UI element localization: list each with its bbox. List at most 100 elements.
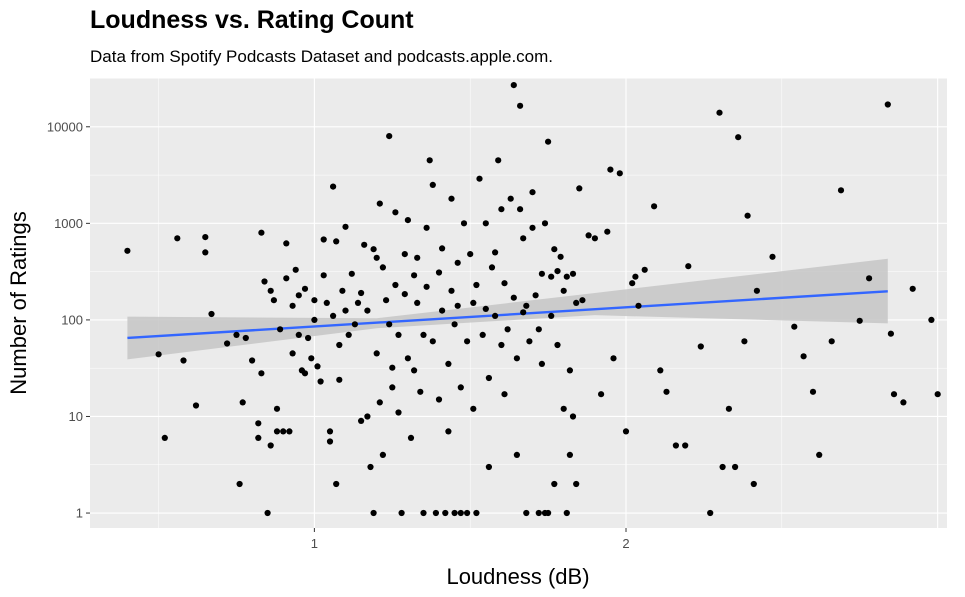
data-point [420,331,427,338]
data-point [395,331,402,338]
data-point [928,316,935,323]
chart-title: Loudness vs. Rating Count [90,6,414,34]
data-point [435,396,443,403]
data-point [364,307,371,314]
data-point [435,269,443,276]
data-point [351,321,358,328]
data-point [591,235,599,242]
data-point [753,287,761,294]
data-point [651,203,658,210]
data-point [800,353,807,360]
data-point [451,321,458,328]
data-point [301,285,309,292]
data-point [411,367,418,374]
x-axis-title: Loudness (dB) [446,564,589,589]
data-point [732,463,739,471]
data-point [392,209,399,216]
data-point [426,157,433,164]
data-point [236,480,243,488]
data-point [342,223,349,230]
data-point [273,405,281,412]
chart-subtitle: Data from Spotify Podcasts Dataset and p… [90,47,554,66]
x-tick-label: 2 [622,536,629,551]
data-point [837,187,845,194]
data-point [358,417,365,424]
data-point [417,388,424,395]
data-point [479,331,486,338]
data-point [517,102,524,109]
y-axis-ticks: 1 10 100 1000 10000 [47,119,90,521]
data-point [180,357,187,364]
data-point [635,302,642,309]
data-point [317,378,324,385]
data-point [439,307,446,314]
data-point [890,391,898,398]
data-point [448,195,455,202]
data-point [816,451,823,458]
data-point [520,235,527,242]
data-point [482,305,489,312]
data-point [492,249,499,256]
data-point [404,217,411,224]
data-point [414,299,421,306]
data-point [323,299,330,306]
data-point [682,442,689,449]
data-point [429,181,436,188]
data-point [498,341,505,349]
data-point [663,388,670,395]
data-point [545,138,552,145]
data-point [295,292,302,299]
data-point [538,360,546,367]
trend-line-layer [127,290,888,340]
data-point [429,338,436,345]
data-point [526,338,533,345]
data-point [573,299,580,306]
data-point [454,302,461,309]
data-point [305,334,312,342]
data-point [744,212,751,219]
data-point [383,297,390,304]
data-point [473,281,480,289]
data-point [283,275,290,282]
data-point [174,235,181,242]
data-point [495,157,502,164]
data-point [576,185,583,192]
data-point [510,82,517,89]
data-point [610,355,617,362]
data-point [504,326,511,333]
confidence-band-layer [127,258,888,360]
data-point [735,134,742,141]
data-point [476,175,483,182]
data-point [866,275,873,282]
data-point [900,399,907,406]
data-point [277,326,284,333]
data-point [326,428,334,435]
data-point [569,413,577,420]
data-point [301,370,309,377]
data-point [379,264,386,271]
data-point [258,370,265,377]
data-point [707,509,714,517]
data-point [560,287,567,294]
data-point [470,405,477,412]
data-point [370,509,377,517]
data-point [470,299,477,306]
data-point [336,341,343,349]
data-point [289,350,296,357]
data-point [255,420,262,427]
data-point [389,364,396,371]
data-point [551,246,558,253]
data-point [155,351,162,358]
trend-line [127,290,888,340]
data-point [725,405,733,412]
data-point [386,321,393,328]
data-point [348,270,355,277]
data-point [460,220,468,227]
data-point [741,338,748,345]
data-point [392,281,399,289]
data-point [330,312,337,319]
data-point [202,234,209,241]
data-point [161,434,168,441]
data-point [364,413,371,420]
data-point [554,341,561,349]
